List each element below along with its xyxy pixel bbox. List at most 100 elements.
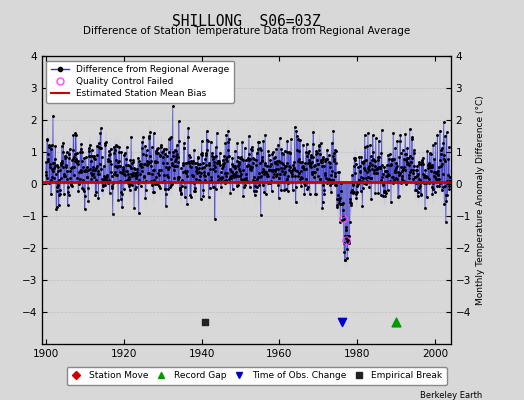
Point <box>152 181 161 188</box>
Point <box>86 170 95 176</box>
Point <box>101 140 110 146</box>
Point <box>154 150 162 156</box>
Point <box>70 153 78 160</box>
Point <box>137 160 145 167</box>
Point <box>105 147 113 154</box>
Point <box>101 181 109 188</box>
Point <box>156 152 165 158</box>
Point <box>161 164 170 170</box>
Point <box>250 156 258 162</box>
Point <box>159 178 168 185</box>
Point <box>334 196 343 202</box>
Point <box>387 155 396 162</box>
Point <box>189 173 197 180</box>
Point <box>155 172 163 178</box>
Point <box>246 165 255 172</box>
Point <box>272 173 281 179</box>
Point <box>383 168 391 174</box>
Point <box>116 178 125 184</box>
Point <box>379 193 388 199</box>
Point <box>421 205 429 211</box>
Point <box>226 174 234 180</box>
Point <box>255 170 264 176</box>
Point <box>180 145 189 152</box>
Point <box>444 179 452 186</box>
Point <box>337 180 345 186</box>
Point <box>129 157 138 164</box>
Point <box>428 164 436 171</box>
Point <box>90 152 99 159</box>
Point <box>198 165 206 172</box>
Point <box>239 156 247 163</box>
Point <box>302 166 311 172</box>
Point <box>52 205 60 212</box>
Point <box>122 168 130 174</box>
Point <box>152 174 161 180</box>
Point <box>242 170 250 177</box>
Point <box>386 162 394 168</box>
Point <box>314 146 323 153</box>
Point <box>386 161 395 168</box>
Point <box>339 207 347 214</box>
Point <box>76 148 84 155</box>
Point <box>378 180 387 186</box>
Point <box>291 167 299 173</box>
Point <box>391 166 400 173</box>
Point <box>127 165 135 172</box>
Point <box>263 172 271 179</box>
Point <box>445 144 453 151</box>
Point <box>303 153 311 159</box>
Point <box>323 156 332 162</box>
Point <box>66 150 74 157</box>
Point <box>254 174 262 180</box>
Point <box>413 189 422 195</box>
Point <box>47 146 55 152</box>
Point <box>198 152 206 158</box>
Point <box>204 170 212 176</box>
Point <box>238 156 247 162</box>
Point <box>213 130 221 136</box>
Point <box>234 182 243 188</box>
Point <box>408 136 416 142</box>
Point <box>263 171 271 177</box>
Point <box>45 180 53 186</box>
Point <box>183 200 191 207</box>
Point <box>93 152 101 158</box>
Point <box>183 159 192 166</box>
Point <box>49 168 58 174</box>
Point <box>341 233 349 239</box>
Point <box>277 160 286 166</box>
Point <box>118 168 127 174</box>
Point <box>223 158 231 164</box>
Point <box>143 147 151 154</box>
Point <box>210 184 219 190</box>
Point <box>161 203 170 209</box>
Point <box>309 129 318 135</box>
Point <box>436 162 445 169</box>
Point <box>333 196 341 202</box>
Point <box>166 179 174 185</box>
Point <box>255 144 264 151</box>
Y-axis label: Monthly Temperature Anomaly Difference (°C): Monthly Temperature Anomaly Difference (… <box>476 95 485 305</box>
Point <box>133 166 141 172</box>
Point <box>60 171 69 178</box>
Point <box>369 156 377 162</box>
Point <box>125 187 134 194</box>
Point <box>136 183 145 190</box>
Point <box>226 168 235 174</box>
Point <box>390 169 399 175</box>
Point <box>326 160 334 167</box>
Point <box>248 147 256 153</box>
Point <box>114 163 123 170</box>
Point <box>264 172 272 179</box>
Point <box>201 176 209 183</box>
Point <box>128 159 137 166</box>
Point <box>407 158 415 165</box>
Point <box>130 205 138 211</box>
Point <box>368 132 377 138</box>
Point <box>216 162 224 168</box>
Point <box>273 161 281 167</box>
Point <box>396 138 404 144</box>
Point <box>395 172 403 178</box>
Point <box>340 240 348 246</box>
